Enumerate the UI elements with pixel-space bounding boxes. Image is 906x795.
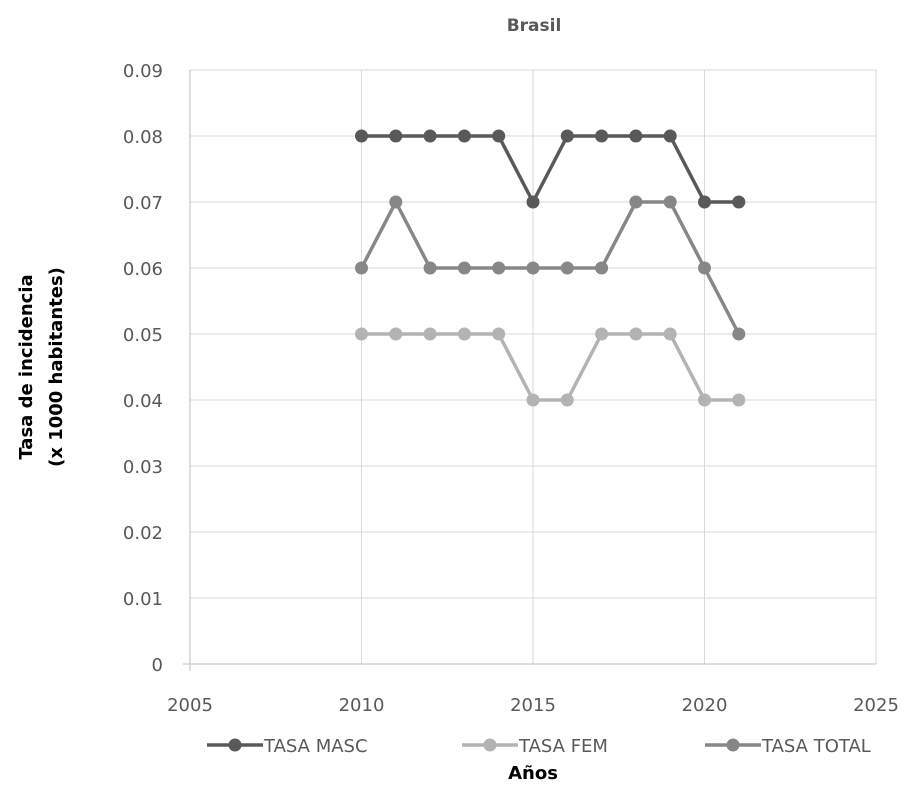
data-point-tasa-fem — [595, 327, 609, 341]
data-point-tasa-fem — [457, 327, 471, 341]
series-tasa-fem — [355, 327, 746, 407]
legend: TASA MASC TASA FEM TASA TOTAL — [207, 736, 871, 757]
x-tick-label: 2005 — [167, 695, 213, 716]
data-point-tasa-fem — [698, 393, 711, 407]
legend-item-tasa-fem: TASA FEM — [462, 736, 608, 757]
data-point-tasa-masc — [492, 129, 506, 143]
data-point-tasa-masc — [457, 129, 471, 143]
x-tick-labels: 2005 2010 2015 2020 2025 — [167, 695, 899, 716]
legend-marker-tasa-masc — [228, 738, 242, 752]
legend-label-tasa-total: TASA TOTAL — [761, 736, 871, 757]
y-axis-title: Tasa de incidencia (x 1000 habitantes) — [16, 267, 67, 467]
y-axis-title-line-2: (x 1000 habitantes) — [46, 267, 67, 467]
data-point-tasa-total — [698, 261, 711, 275]
y-tick-label: 0.06 — [123, 259, 163, 280]
data-point-tasa-masc — [355, 129, 368, 143]
data-point-tasa-fem — [663, 327, 677, 341]
series-line-tasa-masc — [361, 134, 739, 204]
data-point-tasa-fem — [732, 393, 746, 407]
x-tick-label: 2025 — [853, 695, 899, 716]
y-tick-labels: 0 0.01 0.02 0.03 0.04 0.05 0.06 0.07 0.08 0.09 — [123, 61, 163, 676]
data-point-tasa-masc — [595, 129, 609, 143]
series-line-tasa-total — [359, 200, 741, 335]
series-tasa-total — [355, 195, 746, 341]
data-point-tasa-masc — [560, 129, 574, 143]
data-point-tasa-total — [732, 327, 746, 341]
data-point-tasa-total — [423, 261, 437, 275]
data-point-tasa-total — [492, 261, 506, 275]
series-layer — [355, 129, 746, 407]
data-point-tasa-fem — [355, 327, 368, 341]
data-point-tasa-masc — [698, 195, 711, 209]
data-point-tasa-fem — [492, 327, 506, 341]
x-tick-label: 2010 — [339, 695, 385, 716]
data-point-tasa-fem — [560, 393, 574, 407]
data-point-tasa-total — [389, 195, 403, 209]
data-point-tasa-masc — [389, 129, 403, 143]
x-tick-label: 2020 — [682, 695, 728, 716]
data-point-tasa-total — [663, 195, 677, 209]
data-point-tasa-total — [560, 261, 574, 275]
y-tick-label: 0.01 — [123, 589, 163, 610]
y-tick-label: 0.02 — [123, 523, 163, 544]
data-point-tasa-total — [526, 261, 540, 275]
legend-marker-tasa-fem — [483, 738, 497, 752]
y-tick-label: 0.03 — [123, 457, 163, 478]
y-tick-label: 0.05 — [123, 325, 163, 346]
data-point-tasa-total — [595, 261, 609, 275]
legend-item-tasa-total: TASA TOTAL — [705, 736, 871, 757]
legend-marker-tasa-total — [726, 738, 740, 752]
y-axis-title-line-1: Tasa de incidencia — [16, 274, 37, 459]
axes — [183, 70, 876, 671]
y-tick-label: 0.09 — [123, 61, 163, 82]
data-point-tasa-fem — [423, 327, 437, 341]
data-point-tasa-masc — [629, 129, 643, 143]
series-line-tasa-fem — [361, 332, 739, 402]
gridlines — [190, 69, 877, 664]
data-point-tasa-masc — [732, 195, 746, 209]
x-axis-title: Años — [508, 763, 558, 784]
y-tick-label: 0.04 — [123, 391, 163, 412]
data-point-tasa-total — [355, 261, 368, 275]
y-tick-label: 0 — [152, 655, 163, 676]
y-tick-label: 0.07 — [123, 193, 163, 214]
data-point-tasa-fem — [629, 327, 643, 341]
legend-label-tasa-masc: TASA MASC — [263, 736, 368, 757]
data-point-tasa-masc — [663, 129, 677, 143]
data-point-tasa-total — [457, 261, 471, 275]
data-point-tasa-fem — [389, 327, 403, 341]
y-tick-label: 0.08 — [123, 127, 163, 148]
x-tick-label: 2015 — [510, 695, 556, 716]
legend-item-tasa-masc: TASA MASC — [207, 736, 368, 757]
data-point-tasa-masc — [526, 195, 540, 209]
data-point-tasa-total — [629, 195, 643, 209]
data-point-tasa-fem — [526, 393, 540, 407]
chart-title: Brasil — [507, 16, 562, 36]
series-tasa-masc — [355, 129, 746, 209]
data-point-tasa-masc — [423, 129, 437, 143]
legend-label-tasa-fem: TASA FEM — [518, 736, 608, 757]
